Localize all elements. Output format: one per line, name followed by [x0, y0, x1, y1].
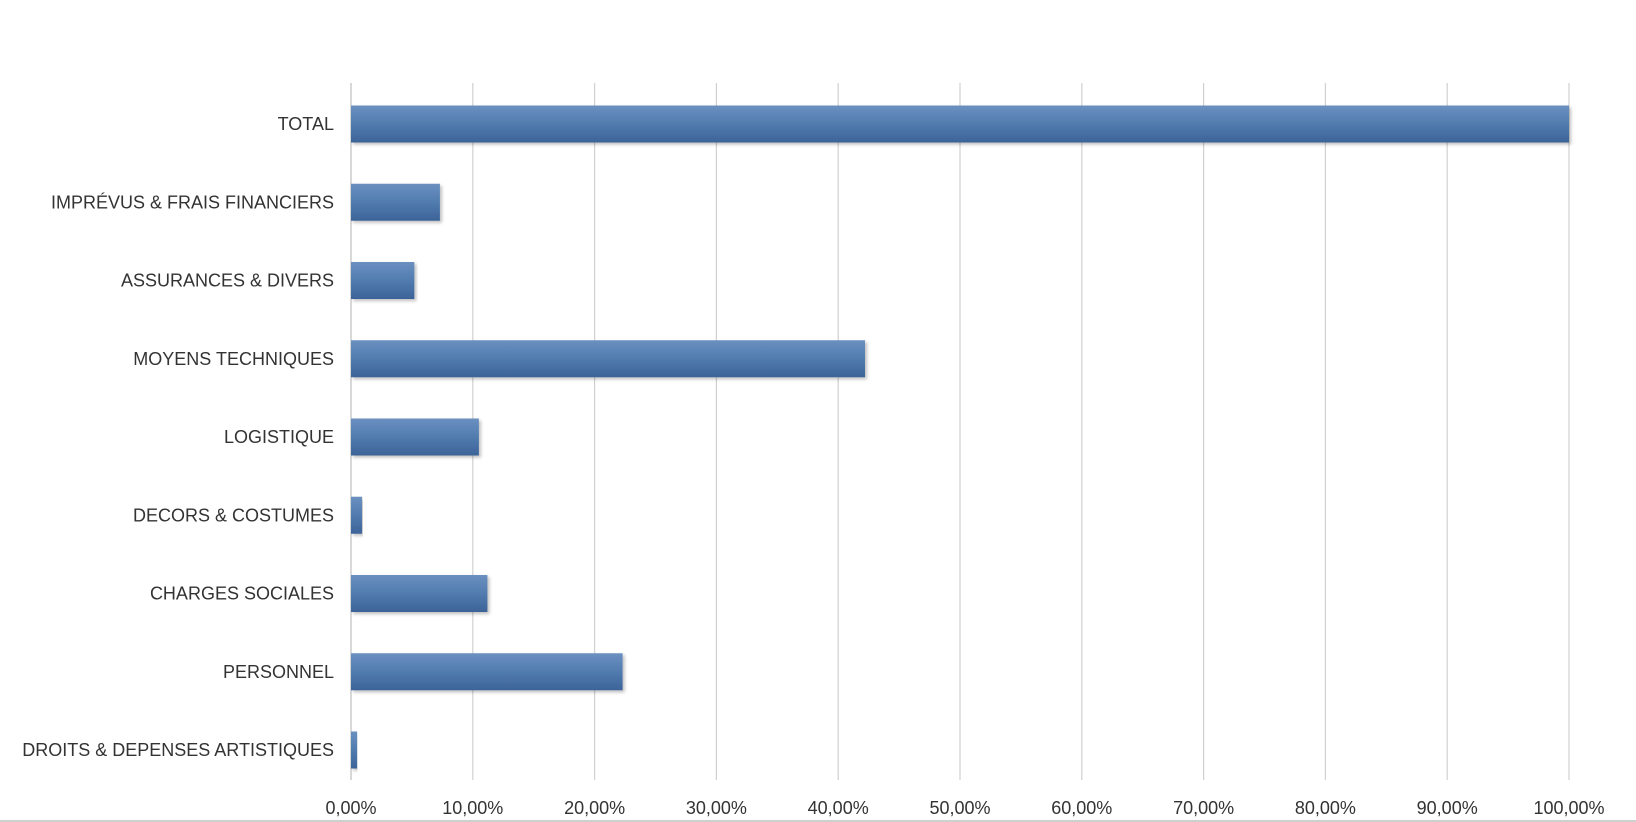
x-tick-label: 70,00%	[1173, 798, 1234, 818]
x-tick-label: 40,00%	[808, 798, 869, 818]
category-label: LOGISTIQUE	[224, 427, 334, 447]
bar	[351, 731, 358, 769]
x-axis-tick-labels: 0,00% 10,00% 20,00% 30,00% 40,00% 50,00% 60,00…	[325, 798, 1604, 818]
bar	[351, 575, 488, 612]
category-label: IMPRÉVUS & FRAIS FINANCIERS	[51, 192, 334, 212]
gridlines	[350, 83, 1570, 780]
category-label: DECORS & COSTUMES	[133, 505, 334, 525]
x-tick-label: 90,00%	[1417, 798, 1478, 818]
bar	[351, 105, 1569, 143]
x-tick-label: 80,00%	[1295, 798, 1356, 818]
category-label: CHARGES SOCIALES	[150, 584, 334, 604]
category-label: PERSONNEL	[223, 662, 334, 682]
bar	[351, 653, 623, 691]
bar	[351, 262, 415, 299]
bars	[351, 105, 1569, 769]
x-tick-label: 10,00%	[442, 798, 503, 818]
x-tick-label: 100,00%	[1533, 798, 1604, 818]
bar	[351, 418, 479, 456]
bottom-rule	[0, 820, 1636, 822]
category-label: DROITS & DEPENSES ARTISTIQUES	[22, 740, 334, 760]
x-tick-label: 30,00%	[686, 798, 747, 818]
x-tick-label: 60,00%	[1051, 798, 1112, 818]
category-labels: TOTAL IMPRÉVUS & FRAIS FINANCIERS ASSURANC…	[22, 114, 334, 760]
x-tick-label: 50,00%	[929, 798, 990, 818]
x-tick-label: 0,00%	[325, 798, 376, 818]
bar	[351, 183, 440, 221]
x-tick-label: 20,00%	[564, 798, 625, 818]
category-label: MOYENS TECHNIQUES	[133, 349, 334, 369]
bar	[351, 496, 362, 534]
bar	[351, 340, 865, 378]
category-label: ASSURANCES & DIVERS	[121, 271, 334, 291]
category-label: TOTAL	[278, 114, 334, 134]
